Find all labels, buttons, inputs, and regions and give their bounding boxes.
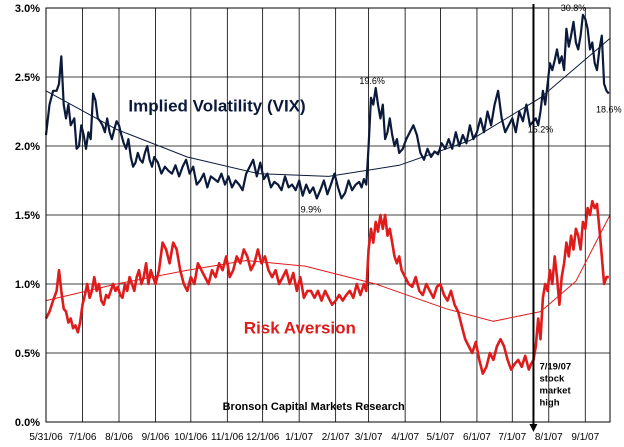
y-tick-label: 1.0%	[15, 279, 40, 291]
x-tick-label: 7/1/06	[69, 432, 97, 443]
value-annotation: 9.9%	[301, 204, 322, 214]
x-tick-label: 1/1/07	[285, 432, 313, 443]
series-label-vix: Implied Volatility (VIX)	[128, 97, 305, 116]
y-tick-label: 0.0%	[15, 417, 40, 429]
event-label-line: stock	[539, 374, 565, 385]
series-line-vix	[44, 13, 610, 200]
x-tick-label: 6/1/07	[463, 432, 491, 443]
value-annotation: 18.6%	[596, 104, 622, 114]
value-annotation: 15.2%	[528, 124, 554, 134]
x-tick-label: 9/1/06	[142, 432, 170, 443]
x-tick-label: 10/1/06	[174, 432, 208, 443]
y-tick-label: 0.5%	[15, 348, 40, 360]
x-tick-label: 8/1/06	[105, 432, 133, 443]
value-annotation: 30.8%	[561, 3, 587, 13]
x-tick-label: 2/1/07	[322, 432, 350, 443]
event-marker-arrowhead	[529, 424, 538, 432]
event-label-line: 7/19/07	[539, 362, 571, 373]
grid	[45, 7, 610, 423]
event-label-line: high	[539, 398, 559, 409]
axes: 0.0% 0.5% 1.0% 1.5% 2.0% 2.5% 3.0% 5/31/06 7/1/0…	[15, 3, 611, 443]
trend-lines	[45, 38, 611, 322]
annotations: 19.6% 9.9% 30.8% 15.2% 18.6% 7/19/07stockmark…	[301, 3, 622, 432]
series-label-risk-aversion: Risk Aversion	[244, 319, 356, 338]
trend-line	[45, 38, 611, 177]
event-label-line: market	[539, 386, 571, 397]
x-tick-label: 5/31/06	[29, 432, 63, 443]
y-tick-label: 3.0%	[15, 3, 40, 15]
x-tick-label: 5/1/07	[427, 432, 455, 443]
trend-line	[45, 214, 611, 322]
source-credit: Bronson Capital Markets Research	[223, 401, 405, 413]
x-tick-label: 11/1/06	[211, 432, 244, 443]
y-tick-label: 2.5%	[15, 72, 40, 84]
x-tick-label: 3/1/07	[355, 432, 383, 443]
y-tick-label: 1.5%	[15, 210, 40, 222]
value-annotation: 19.6%	[359, 76, 385, 86]
x-tick-label: 4/1/07	[391, 432, 419, 443]
y-tick-label: 2.0%	[15, 141, 40, 153]
x-tick-label: 12/1/06	[246, 432, 280, 443]
x-tick-label: 8/1/07	[535, 432, 563, 443]
x-tick-label: 9/1/07	[571, 432, 599, 443]
x-tick-label: 7/1/07	[498, 432, 526, 443]
plot-frame	[45, 7, 611, 423]
